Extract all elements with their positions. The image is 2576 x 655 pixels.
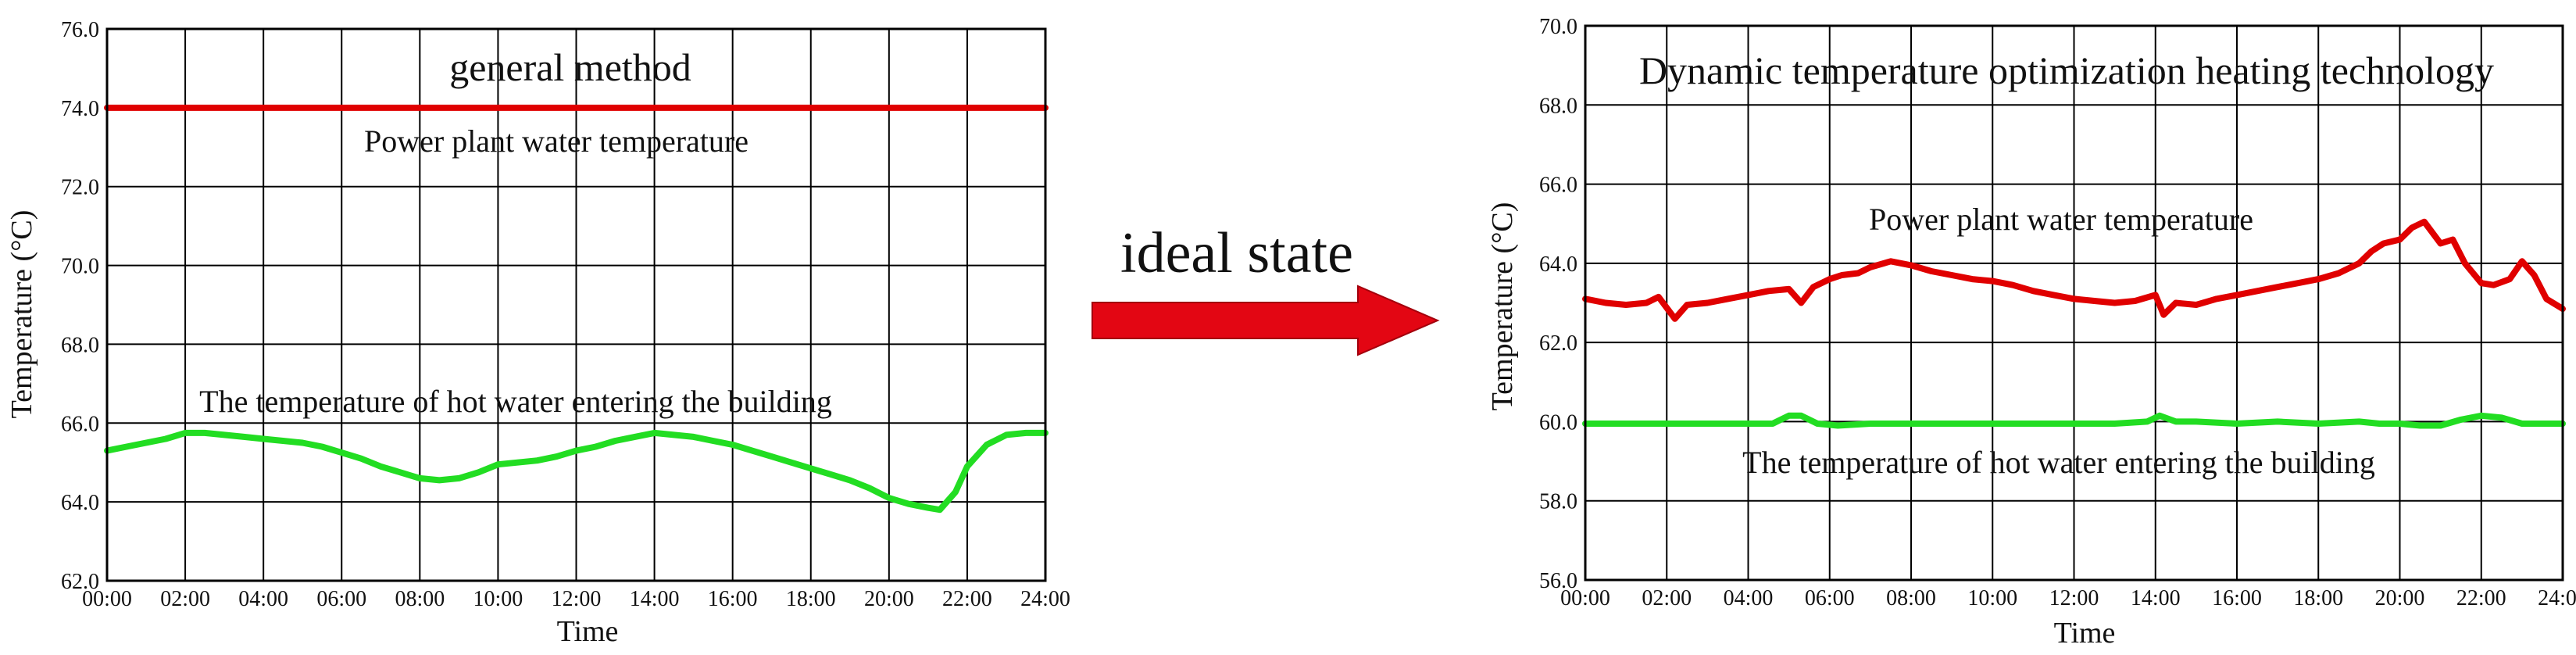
y-tick-label: 62.0 <box>1539 331 1577 356</box>
chart-title-general-method: general method <box>449 45 691 89</box>
y-tick-label: 72.0 <box>61 176 99 200</box>
plot-frame-dynamic-optimization <box>1584 24 2564 582</box>
plot-frame-general-method <box>105 27 1047 582</box>
grid-general-method <box>107 29 1045 581</box>
y-tick-label: 56.0 <box>1539 569 1577 593</box>
x-axis-title-general-method: Time <box>557 615 619 648</box>
y-tick-label: 68.0 <box>1539 94 1577 118</box>
ideal-state-indicator: ideal state <box>1091 221 1440 356</box>
annotation-hot-water-left: The temperature of hot water entering th… <box>199 384 832 419</box>
x-tick-label: 10:00 <box>1967 586 2017 610</box>
chart-dynamic-optimization: 00:00 02:00 04:00 06:00 08:00 10:00 12:00 14:00… <box>1486 15 2576 650</box>
x-tick-label: 08:00 <box>1886 586 1936 610</box>
x-tick-label: 06:00 <box>1805 586 1855 610</box>
x-tick-label: 20:00 <box>864 587 914 611</box>
y-tick-label: 74.0 <box>61 97 99 121</box>
chart-title-dynamic-optimization: Dynamic temperature optimization heating… <box>1639 48 2494 92</box>
y-tick-label: 64.0 <box>1539 252 1577 277</box>
x-tick-label: 12:00 <box>552 587 602 611</box>
x-tick-label: 22:00 <box>942 587 992 611</box>
ideal-state-label: ideal state <box>1120 221 1353 285</box>
tick-labels-general-method: 00:00 02:00 04:00 06:00 08:00 10:00 12:00 14:00… <box>61 18 1070 611</box>
x-tick-label: 22:00 <box>2456 586 2506 610</box>
x-tick-label: 00:00 <box>82 587 132 611</box>
x-tick-label: 18:00 <box>2293 586 2343 610</box>
right-arrow-icon <box>1091 285 1440 356</box>
y-tick-label: 64.0 <box>61 491 99 515</box>
series-line-hot-water <box>104 429 1049 514</box>
x-tick-label: 14:00 <box>2131 586 2181 610</box>
y-tick-label: 70.0 <box>1539 15 1577 39</box>
x-tick-label: 10:00 <box>473 587 523 611</box>
y-tick-label: 76.0 <box>61 18 99 42</box>
y-tick-label: 62.0 <box>61 570 99 594</box>
series-line-hot-water <box>1582 412 2566 429</box>
x-tick-label: 20:00 <box>2375 586 2425 610</box>
x-tick-label: 14:00 <box>630 587 680 611</box>
x-tick-label: 18:00 <box>786 587 836 611</box>
x-tick-label: 02:00 <box>160 587 210 611</box>
y-tick-label: 70.0 <box>61 255 99 279</box>
x-tick-label: 08:00 <box>395 587 445 611</box>
chart-general-method: 00:00 02:00 04:00 06:00 08:00 10:00 12:00 14:00… <box>5 18 1070 648</box>
x-tick-label: 12:00 <box>2049 586 2099 610</box>
x-tick-label: 04:00 <box>238 587 288 611</box>
series-line-power-plant <box>1582 218 2566 322</box>
y-tick-label: 66.0 <box>1539 174 1577 198</box>
x-tick-label: 24:00 <box>2538 586 2576 610</box>
x-tick-label: 16:00 <box>708 587 758 611</box>
y-tick-label: 66.0 <box>61 412 99 436</box>
y-tick-label: 60.0 <box>1539 410 1577 435</box>
x-tick-label: 02:00 <box>1642 586 1692 610</box>
x-tick-label: 16:00 <box>2212 586 2262 610</box>
annotation-hot-water-right: The temperature of hot water entering th… <box>1742 445 2375 480</box>
annotation-power-plant-right: Power plant water temperature <box>1869 202 2253 237</box>
y-axis-title-general-method: Temperature (°C) <box>5 210 38 419</box>
tick-labels-dynamic-optimization: 00:00 02:00 04:00 06:00 08:00 10:00 12:00 14:00… <box>1539 15 2576 610</box>
y-tick-label: 58.0 <box>1539 490 1577 514</box>
series-dynamic-optimization <box>1582 218 2566 429</box>
series-general-method <box>104 104 1049 514</box>
x-axis-title-dynamic-optimization: Time <box>2054 617 2116 650</box>
x-tick-label: 04:00 <box>1724 586 1774 610</box>
x-tick-label: 24:00 <box>1020 587 1070 611</box>
x-tick-label: 00:00 <box>1560 586 1610 610</box>
y-tick-label: 68.0 <box>61 333 99 357</box>
x-tick-label: 06:00 <box>316 587 366 611</box>
annotation-power-plant-left: Power plant water temperature <box>364 123 749 159</box>
y-axis-title-dynamic-optimization: Temperature (°C) <box>1486 202 1519 411</box>
